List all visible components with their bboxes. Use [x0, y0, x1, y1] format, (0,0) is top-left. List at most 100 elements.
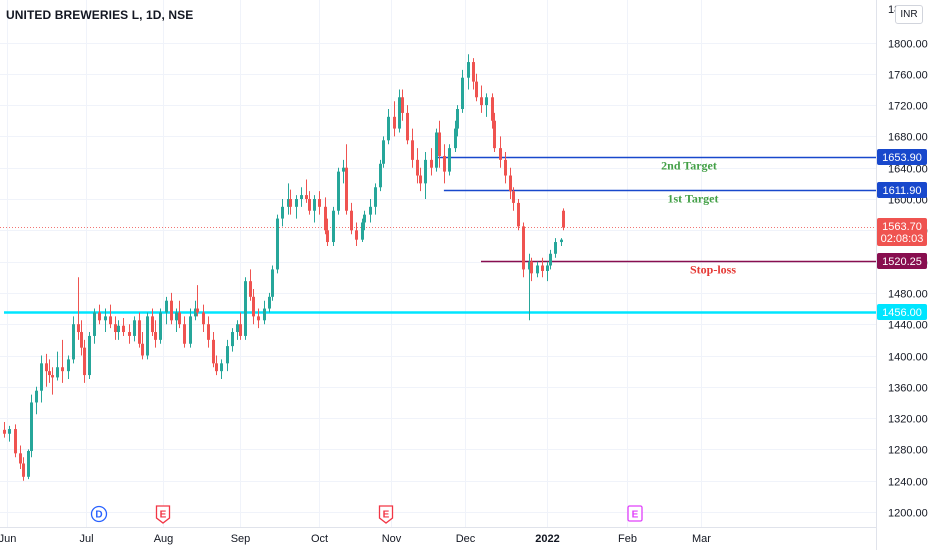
- time-tick-label: 2022: [535, 533, 559, 545]
- candle-body: [165, 300, 168, 313]
- earnings-event-icon[interactable]: E: [627, 505, 643, 522]
- candle-body: [480, 97, 483, 106]
- candle: [313, 195, 316, 223]
- candle-body: [93, 312, 96, 336]
- candle-body: [305, 195, 308, 199]
- price-tick-label: 1240.00: [888, 477, 928, 489]
- candle: [308, 191, 311, 215]
- candle: [530, 257, 533, 282]
- candle-body: [491, 97, 494, 121]
- candle-body: [541, 265, 544, 271]
- price-tick-label: 1320.00: [888, 414, 928, 426]
- candle-body: [104, 316, 107, 321]
- candle: [363, 210, 366, 231]
- candle: [252, 288, 255, 325]
- candle: [430, 148, 433, 176]
- candle: [215, 355, 218, 376]
- candle-body: [499, 148, 502, 160]
- candle: [220, 359, 223, 379]
- candle-body: [369, 206, 372, 215]
- candle: [138, 312, 141, 348]
- chart-grid: [0, 0, 876, 527]
- candle: [493, 112, 496, 153]
- candle: [19, 445, 22, 469]
- candle-body: [122, 325, 125, 333]
- horizontal-levels: [0, 156, 876, 314]
- candle: [133, 316, 136, 342]
- current-price-value: 1563.70: [882, 221, 922, 233]
- candle: [80, 320, 83, 356]
- candle-body: [374, 187, 377, 207]
- event-badge: [627, 505, 643, 522]
- candle-body: [475, 81, 478, 98]
- candle-body: [27, 450, 30, 477]
- candle: [263, 300, 266, 325]
- price-tag-bg: [877, 149, 927, 165]
- candle-body: [387, 116, 390, 141]
- candle-body: [393, 116, 396, 129]
- price-tags: 1653.90 1611.90 1520.25 1456.00 1563.7002:08…: [877, 149, 927, 320]
- event-circle: [90, 505, 108, 523]
- price-tag-bg: [877, 218, 927, 246]
- candle: [61, 339, 64, 383]
- candle: [342, 159, 345, 184]
- candle: [268, 292, 271, 313]
- candle: [411, 128, 414, 168]
- candle: [226, 339, 229, 372]
- candle: [536, 261, 539, 278]
- candle-body: [313, 199, 316, 211]
- candle: [30, 394, 33, 458]
- time-tick-label: Sep: [231, 533, 251, 545]
- candle: [45, 353, 48, 387]
- candle: [244, 277, 247, 340]
- candle-body: [207, 324, 210, 340]
- candle: [387, 109, 390, 145]
- earnings-event-icon[interactable]: E: [378, 505, 394, 524]
- candle-body: [183, 324, 186, 344]
- candle-body: [263, 308, 266, 321]
- candle-body: [461, 77, 464, 110]
- candle-body: [3, 429, 6, 434]
- candle: [475, 73, 478, 102]
- candle: [104, 308, 107, 333]
- candle: [337, 167, 340, 215]
- candle: [332, 206, 335, 246]
- candle-body: [88, 335, 91, 376]
- candle: [467, 54, 470, 90]
- candle-body: [379, 163, 382, 188]
- candle-body: [8, 429, 11, 434]
- candle-body: [220, 363, 223, 372]
- earnings-event-icon[interactable]: E: [155, 505, 171, 524]
- candle: [438, 120, 441, 168]
- price-tick-label: 1400.00: [888, 352, 928, 364]
- candle-body: [67, 359, 70, 372]
- candle-body: [281, 206, 284, 219]
- currency-button[interactable]: INR: [895, 5, 923, 24]
- candle-body: [300, 195, 303, 199]
- level-price-tag: 1611.90: [877, 182, 927, 198]
- time-tick-label: Oct: [311, 533, 328, 545]
- candle: [231, 328, 234, 352]
- candle-body: [472, 62, 475, 82]
- level-price-tag: 1653.90: [877, 149, 927, 165]
- candle-body: [252, 296, 255, 317]
- level-label: 1st Target: [668, 192, 719, 206]
- candle-body: [19, 453, 22, 464]
- candle-body: [435, 132, 438, 168]
- price-axis[interactable]: 1200.00 1240.00 1280.00 1320.00 1360.00 1400.…: [876, 0, 932, 550]
- candle-body: [295, 199, 298, 207]
- candle: [51, 367, 54, 395]
- event-badge: [378, 505, 394, 524]
- candle: [93, 308, 96, 344]
- time-axis[interactable]: Jun Jul Aug Sep Oct Nov Dec 2022 Feb Mar: [0, 527, 876, 550]
- candle: [406, 105, 409, 145]
- candle-body: [361, 222, 364, 240]
- event-letter: E: [160, 510, 167, 521]
- candle-body: [196, 308, 199, 313]
- candle: [276, 214, 279, 274]
- candle: [443, 144, 446, 184]
- candle: [72, 316, 75, 364]
- dividend-event-icon[interactable]: D: [90, 505, 108, 523]
- candle: [419, 167, 422, 192]
